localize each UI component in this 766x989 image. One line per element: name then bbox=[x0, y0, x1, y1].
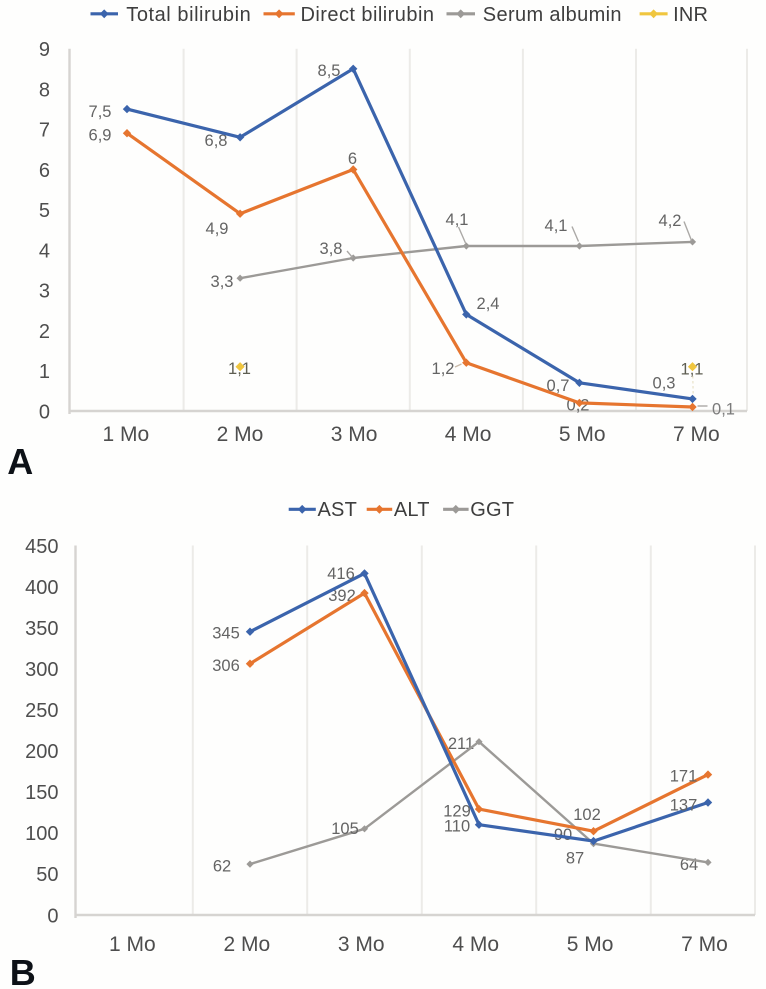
svg-text:8,5: 8,5 bbox=[318, 62, 341, 80]
svg-text:90: 90 bbox=[554, 826, 572, 844]
svg-text:Direct bilirubin: Direct bilirubin bbox=[301, 4, 435, 26]
svg-text:150: 150 bbox=[25, 782, 58, 804]
svg-text:0: 0 bbox=[39, 401, 50, 423]
svg-text:450: 450 bbox=[25, 536, 58, 558]
svg-text:62: 62 bbox=[213, 858, 231, 876]
svg-text:Serum albumin: Serum albumin bbox=[483, 4, 622, 26]
svg-text:3: 3 bbox=[39, 281, 50, 303]
svg-text:1,1: 1,1 bbox=[681, 361, 704, 379]
svg-text:250: 250 bbox=[25, 700, 58, 722]
svg-text:3 Mo: 3 Mo bbox=[331, 423, 378, 446]
svg-text:7: 7 bbox=[39, 120, 50, 142]
svg-text:4,2: 4,2 bbox=[659, 212, 682, 230]
svg-text:1 Mo: 1 Mo bbox=[103, 423, 150, 446]
svg-text:4,1: 4,1 bbox=[446, 211, 469, 229]
svg-text:200: 200 bbox=[25, 741, 58, 763]
svg-text:171: 171 bbox=[670, 768, 698, 786]
svg-text:87: 87 bbox=[566, 850, 584, 868]
svg-text:1: 1 bbox=[39, 361, 50, 383]
svg-text:3,3: 3,3 bbox=[211, 273, 234, 291]
svg-text:2 Mo: 2 Mo bbox=[217, 423, 264, 446]
svg-text:137: 137 bbox=[670, 797, 698, 815]
svg-text:AST: AST bbox=[318, 499, 358, 521]
svg-text:6,8: 6,8 bbox=[205, 132, 228, 150]
svg-text:6: 6 bbox=[348, 150, 357, 168]
svg-text:105: 105 bbox=[331, 820, 359, 838]
svg-text:3 Mo: 3 Mo bbox=[338, 933, 385, 956]
svg-text:8: 8 bbox=[39, 79, 50, 101]
svg-text:6: 6 bbox=[39, 160, 50, 182]
svg-text:Total bilirubin: Total bilirubin bbox=[126, 4, 251, 26]
svg-text:110: 110 bbox=[444, 818, 470, 836]
svg-text:4 Mo: 4 Mo bbox=[452, 933, 499, 956]
svg-text:5 Mo: 5 Mo bbox=[567, 933, 614, 956]
svg-text:4,9: 4,9 bbox=[206, 220, 229, 238]
svg-text:5: 5 bbox=[39, 200, 50, 222]
svg-text:9: 9 bbox=[39, 39, 50, 61]
svg-text:345: 345 bbox=[212, 625, 240, 643]
svg-text:2: 2 bbox=[39, 321, 50, 343]
svg-text:B: B bbox=[10, 952, 36, 989]
svg-text:5 Mo: 5 Mo bbox=[559, 423, 606, 446]
svg-text:0: 0 bbox=[47, 905, 58, 927]
svg-text:7 Mo: 7 Mo bbox=[673, 423, 720, 446]
svg-text:350: 350 bbox=[25, 618, 58, 640]
svg-text:4,1: 4,1 bbox=[545, 217, 568, 235]
svg-text:GGT: GGT bbox=[470, 499, 514, 521]
svg-text:392: 392 bbox=[328, 587, 356, 605]
svg-text:300: 300 bbox=[25, 659, 58, 681]
svg-text:1,2: 1,2 bbox=[432, 360, 455, 378]
svg-text:3,8: 3,8 bbox=[320, 240, 343, 258]
svg-text:0,7: 0,7 bbox=[547, 377, 570, 395]
svg-text:6,9: 6,9 bbox=[89, 127, 112, 145]
svg-text:0,1: 0,1 bbox=[712, 401, 735, 419]
svg-text:400: 400 bbox=[25, 577, 58, 599]
svg-text:2 Mo: 2 Mo bbox=[223, 933, 270, 956]
svg-text:306: 306 bbox=[212, 657, 240, 675]
svg-text:A: A bbox=[7, 441, 33, 482]
svg-text:102: 102 bbox=[573, 806, 601, 824]
svg-text:ALT: ALT bbox=[394, 499, 430, 521]
svg-text:129: 129 bbox=[443, 803, 471, 821]
svg-text:100: 100 bbox=[25, 823, 58, 845]
svg-text:416: 416 bbox=[327, 565, 355, 583]
svg-text:0,3: 0,3 bbox=[653, 375, 676, 393]
svg-text:50: 50 bbox=[36, 864, 58, 886]
svg-text:4: 4 bbox=[39, 240, 50, 262]
svg-text:211: 211 bbox=[448, 735, 474, 753]
svg-text:4 Mo: 4 Mo bbox=[445, 423, 492, 446]
svg-text:2,4: 2,4 bbox=[477, 295, 500, 313]
svg-text:7 Mo: 7 Mo bbox=[681, 933, 728, 956]
svg-text:INR: INR bbox=[673, 4, 708, 26]
svg-text:1 Mo: 1 Mo bbox=[109, 933, 156, 956]
svg-text:7,5: 7,5 bbox=[89, 103, 112, 121]
svg-text:1,1: 1,1 bbox=[228, 360, 251, 378]
